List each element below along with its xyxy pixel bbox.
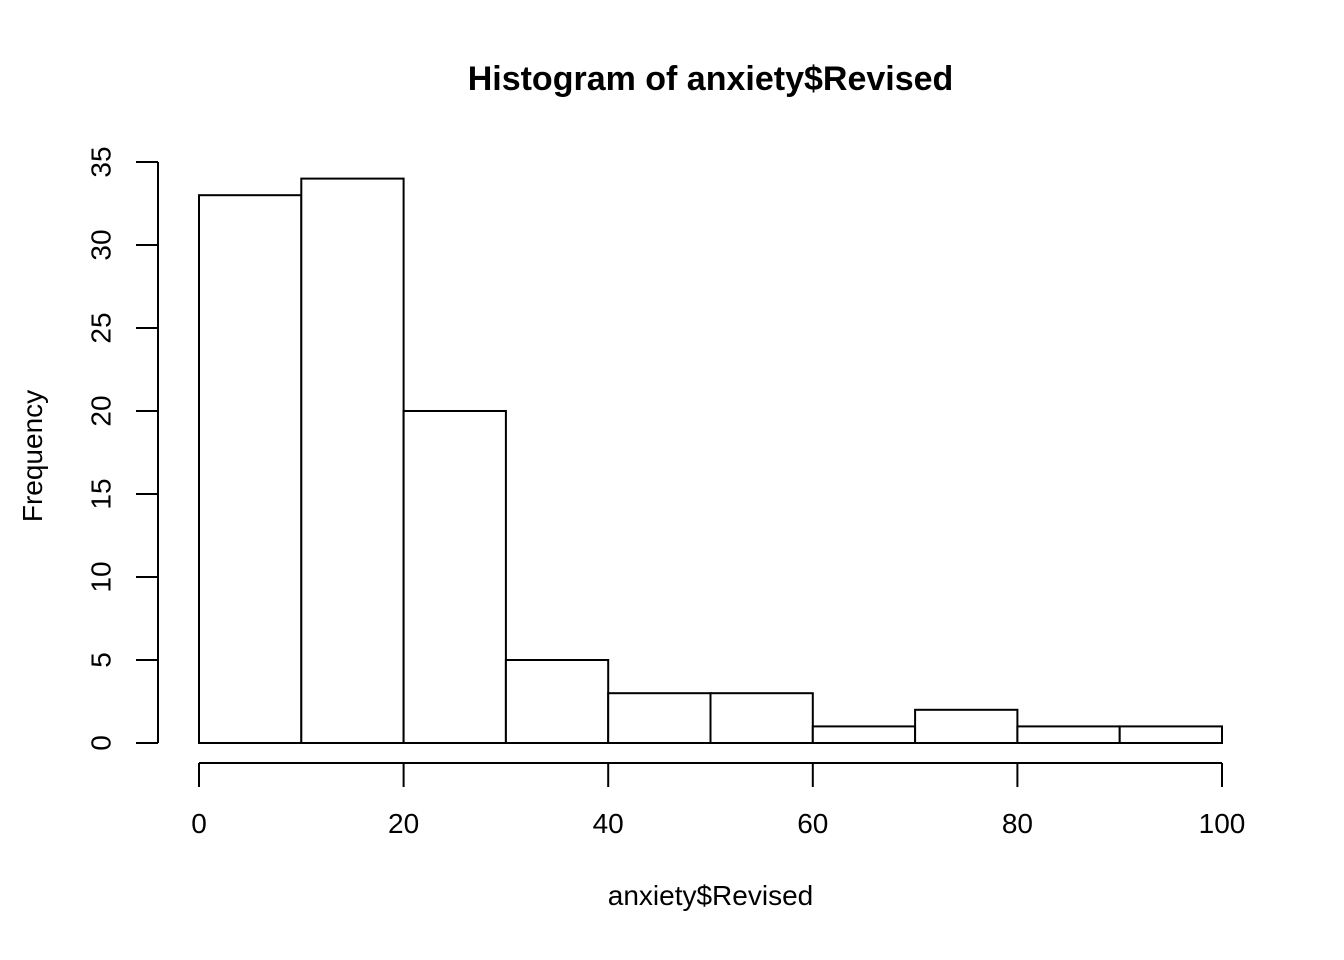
y-axis-label: Frequency <box>17 389 48 523</box>
histogram-bar <box>709 692 814 745</box>
x-axis-tick-label: 0 <box>191 808 207 839</box>
y-axis-tick-label: 5 <box>86 652 117 668</box>
x-axis-tick-label: 40 <box>593 808 624 839</box>
histogram-bar <box>402 410 507 744</box>
y-axis-tick-label: 20 <box>86 395 117 426</box>
x-axis-tick-label: 60 <box>797 808 828 839</box>
histogram-bar <box>1118 725 1223 745</box>
histogram-bar <box>811 725 917 745</box>
x-axis-tick-label: 80 <box>1002 808 1033 839</box>
y-axis-tick-label: 15 <box>86 478 117 509</box>
y-axis-tick-label: 10 <box>86 561 117 592</box>
histogram-bar <box>198 194 303 744</box>
histogram-bar <box>1016 725 1121 745</box>
histogram-bar <box>300 177 405 745</box>
y-axis-tick-label: 25 <box>86 312 117 343</box>
histogram-bar <box>607 692 712 745</box>
y-axis-tick-label: 35 <box>86 146 117 177</box>
x-axis-tick-label: 20 <box>388 808 419 839</box>
y-axis-tick-label: 30 <box>86 229 117 260</box>
chart-title: Histogram of anxiety$Revised <box>467 60 954 98</box>
y-axis-tick-label: 0 <box>86 735 117 751</box>
histogram-bar <box>914 708 1019 744</box>
histogram-bar <box>504 659 610 744</box>
x-axis-tick-label: 100 <box>1199 808 1246 839</box>
x-axis-label: anxiety$Revised <box>607 880 814 911</box>
